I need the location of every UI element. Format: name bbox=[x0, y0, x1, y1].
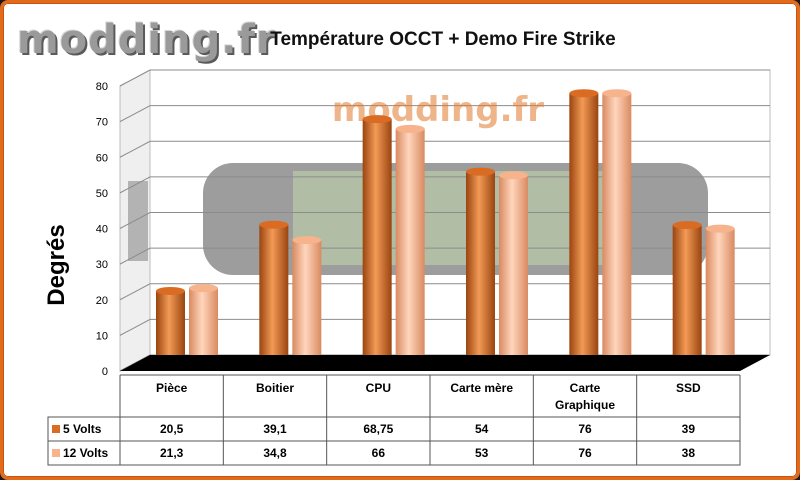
data-table-cell: 38 bbox=[682, 446, 696, 460]
bar-top bbox=[292, 236, 322, 245]
bar bbox=[602, 89, 632, 370]
bar bbox=[259, 220, 289, 370]
bar-top bbox=[466, 167, 495, 176]
legend-series-name: 5 Volts bbox=[63, 422, 102, 436]
bar-top bbox=[672, 221, 702, 230]
x-category-label: Carte mère bbox=[450, 381, 513, 395]
data-table-cell: 54 bbox=[475, 422, 489, 436]
y-tick-label: 60 bbox=[96, 152, 108, 164]
data-table-cell: 34,8 bbox=[263, 446, 287, 460]
data-table-cell: 76 bbox=[578, 446, 592, 460]
x-category-label: Boitier bbox=[256, 381, 294, 395]
y-tick-label: 10 bbox=[96, 330, 108, 342]
bar-body bbox=[672, 225, 702, 370]
bar bbox=[292, 236, 322, 370]
gridline bbox=[119, 176, 770, 194]
device-side bbox=[128, 181, 148, 261]
bar-top bbox=[259, 220, 289, 229]
bar-top bbox=[395, 124, 425, 133]
gridline bbox=[119, 247, 770, 265]
y-tick-label: 50 bbox=[96, 188, 108, 200]
bar-body bbox=[259, 224, 289, 370]
bar bbox=[569, 89, 599, 370]
device-screen bbox=[293, 171, 613, 265]
bar-top bbox=[602, 89, 632, 98]
x-category-label: CPU bbox=[366, 381, 391, 395]
x-category-label: Graphique bbox=[555, 398, 615, 412]
bar bbox=[705, 224, 735, 370]
gridline bbox=[119, 105, 770, 123]
data-table-cell: 53 bbox=[475, 446, 489, 460]
bar bbox=[672, 221, 702, 370]
bar-body bbox=[499, 175, 528, 370]
data-table-cell: 66 bbox=[372, 446, 386, 460]
bar-body bbox=[189, 288, 218, 370]
x-category-label: Carte bbox=[570, 381, 601, 395]
gridline bbox=[119, 212, 770, 229]
bar-top bbox=[189, 284, 218, 293]
data-table-cell: 20,5 bbox=[160, 422, 184, 436]
bar bbox=[156, 286, 185, 370]
bar-top bbox=[569, 89, 599, 98]
bar-body bbox=[602, 93, 632, 370]
data-table-cell: 68,75 bbox=[363, 422, 393, 436]
legend-series-name: 12 Volts bbox=[63, 446, 108, 460]
legend-swatch bbox=[52, 449, 60, 457]
x-category-label: SSD bbox=[676, 381, 701, 395]
y-tick-label: 70 bbox=[96, 117, 108, 129]
bar bbox=[466, 167, 495, 370]
data-table-cell: 39 bbox=[682, 422, 696, 436]
bar-body bbox=[569, 93, 599, 370]
y-tick-label: 20 bbox=[96, 295, 108, 307]
data-table-cell: 76 bbox=[578, 422, 592, 436]
bar-top bbox=[499, 171, 528, 180]
y-tick-label: 0 bbox=[102, 366, 108, 378]
bar bbox=[499, 171, 528, 370]
gridline bbox=[119, 140, 770, 158]
bar-top bbox=[156, 286, 185, 295]
bar-body bbox=[156, 290, 185, 370]
bar bbox=[362, 115, 392, 370]
gridline bbox=[119, 318, 770, 336]
bar-body bbox=[395, 128, 425, 370]
data-table-cell: 21,3 bbox=[160, 446, 184, 460]
legend-swatch bbox=[52, 425, 60, 433]
bar bbox=[395, 124, 425, 370]
bar-body bbox=[362, 119, 392, 370]
bar-body bbox=[705, 228, 735, 370]
chart-title: Température OCCT + Demo Fire Strike bbox=[270, 29, 616, 50]
y-tick-label: 80 bbox=[96, 81, 108, 93]
bar-top bbox=[362, 115, 392, 124]
bar-top bbox=[705, 224, 735, 233]
site-logo: modding.fr bbox=[17, 17, 277, 63]
gridline bbox=[119, 69, 770, 87]
data-table-cell: 39,1 bbox=[263, 422, 287, 436]
bar-body bbox=[292, 240, 322, 370]
plot-floor bbox=[120, 355, 770, 371]
bar bbox=[189, 284, 218, 370]
y-tick-label: 30 bbox=[96, 259, 108, 271]
bar-body bbox=[466, 171, 495, 370]
y-tick-label: 40 bbox=[96, 224, 108, 236]
gridline bbox=[119, 283, 770, 301]
x-category-label: Pièce bbox=[156, 381, 188, 395]
